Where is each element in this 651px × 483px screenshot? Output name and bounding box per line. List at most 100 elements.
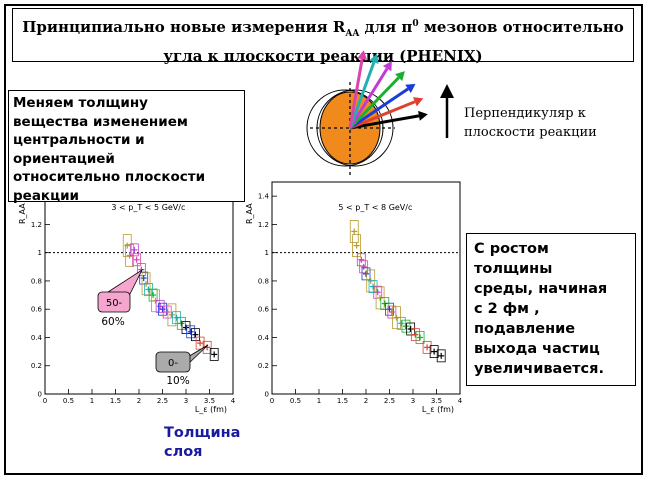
x-tick-label: 0 bbox=[43, 397, 47, 405]
perpendicular-label: Перпендикуляр к плоскости реакции bbox=[464, 104, 597, 142]
y-axis-label: R_AA bbox=[245, 203, 254, 224]
text-line: центральности и bbox=[13, 132, 145, 148]
title-superscript: 0 bbox=[412, 19, 419, 29]
slide-title: Принципиально новые измерения RAA для π0… bbox=[12, 8, 634, 65]
x-tick-label: 1.5 bbox=[337, 397, 348, 405]
text-line: Меняем толщину bbox=[13, 95, 148, 111]
direction-arrow bbox=[348, 67, 389, 129]
x-tick-label: 3.5 bbox=[431, 397, 442, 405]
error-box bbox=[129, 243, 139, 257]
error-box bbox=[415, 331, 425, 344]
y-tick-label: 0.8 bbox=[31, 277, 42, 285]
x-tick-label: 2.5 bbox=[157, 397, 168, 405]
direction-arrow bbox=[349, 114, 420, 130]
y-tick-label: 0.2 bbox=[258, 362, 269, 370]
error-box bbox=[352, 234, 362, 258]
text-line: С ростом bbox=[474, 241, 549, 257]
text-line: ориентацией bbox=[13, 150, 115, 167]
callout-pink bbox=[97, 268, 144, 313]
text-line: выхода частиц bbox=[474, 341, 600, 357]
text-line: плоскости реакции bbox=[464, 125, 597, 140]
plot-frame bbox=[271, 181, 461, 395]
plot-frame bbox=[44, 181, 234, 395]
x-tick-label: 2 bbox=[364, 397, 368, 405]
x-tick-label: 2 bbox=[137, 397, 141, 405]
error-box bbox=[162, 305, 172, 319]
direction-arrow-head bbox=[413, 97, 424, 107]
x-tick-label: 2.5 bbox=[384, 397, 395, 405]
x-tick-label: 0.5 bbox=[63, 397, 74, 405]
error-box bbox=[401, 319, 411, 333]
x-axis-label: L_ε (fm) bbox=[195, 405, 227, 414]
callout-gray-box bbox=[155, 351, 191, 373]
callout-pink-box bbox=[97, 291, 131, 313]
error-box bbox=[436, 349, 446, 363]
y-tick-label: 1 bbox=[38, 249, 42, 257]
y-tick-label: 0.4 bbox=[258, 334, 270, 342]
error-box bbox=[422, 340, 432, 354]
error-box bbox=[356, 253, 366, 267]
text-line: вещества изменением bbox=[13, 113, 188, 130]
callout-gray-line1: 0- bbox=[168, 358, 178, 369]
x-tick-label: 0.5 bbox=[290, 397, 301, 405]
x-tick-label: 1 bbox=[317, 397, 321, 405]
error-box bbox=[190, 328, 200, 342]
error-box bbox=[158, 302, 167, 316]
text-line: Перпендикуляр к bbox=[464, 106, 586, 121]
y-tick-label: 1 bbox=[265, 249, 269, 257]
error-box bbox=[195, 336, 205, 350]
error-box bbox=[359, 260, 369, 274]
direction-arrow bbox=[348, 76, 400, 130]
error-box bbox=[410, 328, 420, 342]
reaction-plane-diagram bbox=[306, 50, 454, 176]
direction-arrow bbox=[348, 61, 376, 129]
text-line: увеличивается. bbox=[474, 361, 604, 377]
direction-arrow-head bbox=[405, 83, 416, 94]
direction-arrow bbox=[348, 58, 364, 129]
text-line: реакции bbox=[13, 187, 80, 204]
callout-pink-pointer bbox=[106, 268, 144, 295]
chart-title: 3 < p_T < 5 GeV/c bbox=[111, 203, 185, 212]
title-part: для π bbox=[359, 18, 413, 36]
callout-pink-line1: 50- bbox=[106, 298, 123, 309]
y-tick-label: 0.6 bbox=[31, 306, 43, 314]
error-box bbox=[361, 267, 371, 281]
y-tick-label: 1.2 bbox=[31, 221, 42, 229]
y-tick-label: 0.4 bbox=[31, 334, 43, 342]
error-box bbox=[396, 316, 406, 330]
chart-title: 5 < p_T < 8 GeV/c bbox=[338, 203, 412, 212]
error-box bbox=[186, 325, 196, 339]
error-box bbox=[429, 345, 439, 359]
x-tick-label: 3 bbox=[184, 397, 188, 405]
error-box bbox=[387, 305, 397, 319]
y-tick-label: 0 bbox=[38, 391, 42, 399]
y-axis-label: R_AA bbox=[18, 203, 27, 224]
x-tick-label: 1.5 bbox=[110, 397, 121, 405]
direction-arrow-head bbox=[395, 71, 405, 82]
text-line: относительно плоскости bbox=[13, 169, 206, 185]
error-box bbox=[176, 316, 186, 330]
text-box-suppression: С ростом толщины среды, начиная с 2 фм ,… bbox=[466, 233, 636, 386]
direction-arrow bbox=[349, 100, 416, 130]
y-tick-label: 0.6 bbox=[258, 306, 270, 314]
error-box bbox=[181, 321, 191, 334]
x-tick-label: 3.5 bbox=[204, 397, 215, 405]
text-line: среды, начиная bbox=[474, 281, 608, 297]
text-line: подавление bbox=[474, 321, 576, 337]
text-line: слоя bbox=[164, 444, 203, 460]
error-box bbox=[122, 234, 132, 258]
x-tick-label: 4 bbox=[231, 397, 236, 405]
error-box bbox=[136, 263, 146, 277]
y-tick-label: 1.4 bbox=[258, 193, 270, 201]
slide-frame bbox=[4, 4, 643, 475]
x-tick-label: 1 bbox=[90, 397, 94, 405]
text-line: Толщина bbox=[164, 425, 241, 441]
x-tick-label: 4 bbox=[458, 397, 463, 405]
callout-gray-line2: 10% bbox=[166, 375, 189, 387]
error-box bbox=[209, 348, 219, 361]
error-box bbox=[385, 302, 394, 316]
title-subscript: AA bbox=[345, 29, 360, 39]
error-box bbox=[202, 340, 212, 354]
